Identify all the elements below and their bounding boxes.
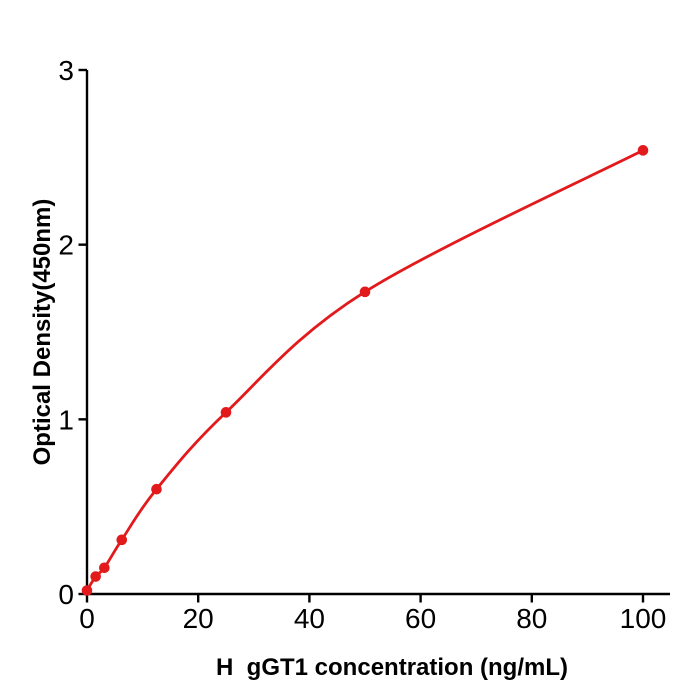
x-tick-label: 0 [79, 603, 95, 634]
y-tick-label: 1 [58, 404, 74, 435]
x-tick-label: 40 [294, 603, 325, 634]
x-tick-label: 100 [620, 603, 667, 634]
x-tick-label: 60 [405, 603, 436, 634]
data-point-marker [359, 286, 371, 298]
y-axis-label: Optical Density(450nm) [29, 198, 56, 466]
y-tick-label: 3 [58, 55, 74, 86]
data-point-marker [220, 407, 232, 418]
y-tick-label: 2 [58, 230, 74, 261]
x-axis-label: H gGT1 concentration (ng/mL) [216, 654, 568, 681]
data-point-marker [99, 562, 110, 574]
axes-spines [85, 70, 670, 596]
x-tick-label: 20 [183, 603, 214, 634]
data-point-marker [151, 483, 162, 495]
y-tick-label: 0 [58, 579, 74, 610]
standard-curve-line [85, 148, 645, 592]
data-point-marker [637, 145, 649, 156]
data-point-marker [116, 534, 128, 546]
data-point-marker [90, 571, 101, 582]
x-tick-label: 80 [516, 603, 547, 634]
data-point-marker [81, 585, 93, 596]
